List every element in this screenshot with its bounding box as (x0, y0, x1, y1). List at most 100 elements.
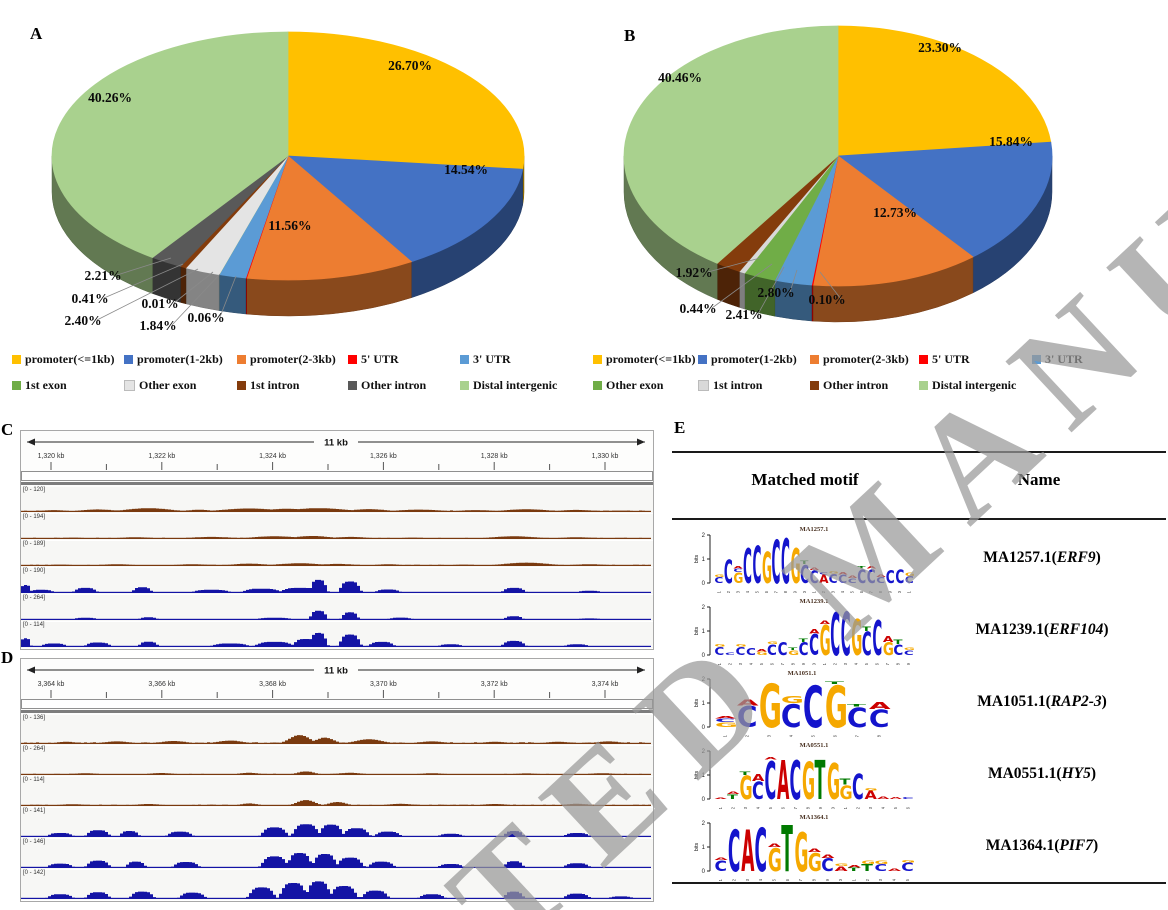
logo-letter: G (788, 650, 799, 657)
label-leader-line (171, 273, 221, 326)
motif-name: MA1051.1(RAP2-3) (977, 693, 1107, 710)
label-leader-line (103, 263, 184, 299)
logo-letter: G (827, 753, 840, 809)
logo-letter: C (800, 560, 809, 589)
position-tick-label: 14 (854, 663, 859, 665)
legend-item: 3' UTR (460, 352, 590, 367)
coverage-histogram (21, 508, 651, 512)
logo-letter: A (733, 566, 743, 570)
logo-letter: C (838, 573, 847, 586)
position-tick-label: 9 (801, 663, 806, 665)
logo-letter: T (857, 566, 865, 570)
position-tick-label: 9 (792, 591, 797, 593)
motif-row: MA0551.1210bitsA1TA2GT3CA4CA5A6C7G8T9G10… (672, 738, 1168, 810)
legend-label: promoter(2-3kb) (823, 351, 909, 366)
legend-label: promoter(<=1kb) (25, 351, 115, 366)
tick-label: 1,320 kb (38, 453, 65, 460)
position-tick-label: 14 (880, 807, 885, 809)
coverage-track: [0 - 142] (21, 870, 653, 901)
legend-row: promoter(<=1kb) promoter(1-2kb) promoter(2… (593, 346, 1168, 372)
pie-percentage-label: 0.01% (141, 296, 178, 311)
legend-label: promoter(2-3kb) (250, 351, 336, 366)
logo-letter: G (904, 648, 915, 652)
sequence-logo: MA1364.1210bitsCA1C2A3C4GA5T6G7GA8CA9AG1… (694, 812, 915, 881)
logo-letter: A (821, 853, 835, 859)
table-rule-top (672, 451, 1166, 453)
track-range-label: [0 - 264] (23, 746, 46, 752)
motif-row: MA1239.1 2 1 0 bits C G 1 C 2 C G 3 C 4 G A 5 C G 6 C 7 G T 8 C T 9 C… (672, 594, 1168, 666)
motif-row: MA1051.1 2 1 0 bits G C A 1 C A 2 G 3 C G 4 C 5 G T 6 C T 7 C A 8 MA… (672, 666, 1168, 738)
legend-swatch (237, 380, 246, 390)
logo-letter: C (810, 567, 819, 588)
pie-percentage-label: 15.84% (989, 134, 1033, 149)
tick-label: 3,374 kb (592, 681, 619, 688)
logo-letter: A (869, 700, 892, 711)
legend-label: promoter(1-2kb) (711, 351, 797, 366)
column-header-name: Name (1017, 470, 1061, 489)
pie-chart-panel-b: 23.30% 15.84% 12.73% 40.46% 1.92% 0.44% 2.41% 2… (592, 6, 1168, 406)
logo-letter: G (733, 571, 743, 587)
position-tick-label: 3 (745, 879, 750, 881)
gene-name: ERF104 (1049, 621, 1104, 638)
position-tick-label: 7 (780, 663, 785, 665)
logo-letter: C (765, 752, 777, 809)
logo-letter: G (825, 674, 848, 737)
position-tick-label: 11 (852, 879, 857, 881)
legend-label: 5' UTR (932, 351, 970, 366)
label-leader-line (789, 269, 798, 293)
logo-letter: A (838, 572, 848, 576)
motif-name: MA0551.1(HY5) (987, 765, 1097, 782)
coverage-histogram (21, 853, 651, 868)
position-tick-label: 12 (855, 807, 860, 809)
bits-tick-label: 2 (702, 533, 706, 539)
track-range-label: [0 - 114] (23, 777, 45, 783)
logo-letter: C (821, 856, 834, 876)
position-tick-label: 4 (789, 735, 794, 737)
position-tick-label: 18 (896, 663, 901, 665)
legend-swatch (124, 379, 135, 391)
gene-name: PIF7 (1059, 837, 1094, 854)
motif-row: MA1257.1210bitsCG1C2GCA3C4C5G6C7C8G9CT10… (672, 522, 1168, 594)
pie-percentage-label: 1.84% (139, 318, 176, 333)
position-tick-label: 5 (768, 807, 773, 809)
gene-name: ERF9 (1056, 549, 1096, 566)
position-tick-label: 20 (897, 591, 902, 593)
legend-item: Other exon (124, 378, 237, 393)
position-tick-label: 8 (790, 663, 795, 665)
legend-swatch (124, 354, 133, 364)
coverage-histogram (21, 610, 651, 620)
logo-letter: C (902, 797, 914, 800)
logo-letter: G (901, 860, 915, 864)
position-tick-label: 15 (850, 591, 855, 593)
logo-letter: A (777, 750, 790, 809)
logo-letter: G (757, 651, 768, 656)
logo-letter: C (809, 629, 819, 662)
position-tick-label: 14 (840, 591, 845, 593)
pie-slice (623, 25, 839, 264)
track-range-label: [0 - 142] (23, 870, 46, 876)
label-leader-line (757, 266, 785, 315)
position-tick-label: 15 (893, 807, 898, 809)
position-tick-label: 4 (745, 591, 750, 593)
tick-label: 1,330 kb (592, 453, 619, 460)
logo-letter: C (841, 601, 851, 665)
pie-slice (837, 25, 1052, 157)
motif-id-label: MA0551.1 (800, 742, 829, 749)
tick-label: 3,370 kb (370, 681, 397, 688)
legend-item: promoter(<=1kb) (593, 352, 698, 367)
position-tick-label: 1 (718, 879, 723, 881)
legend-row: 1st exon Other exon 1st intron Other intron… (12, 372, 590, 398)
panel-label-e: E (674, 418, 686, 437)
logo-letter: G (735, 644, 746, 648)
tick-label: 3,372 kb (481, 681, 508, 688)
pie-percentage-label: 11.56% (268, 218, 311, 233)
position-tick-label: 5 (754, 591, 759, 593)
motif-name: MA1364.1(PIF7) (985, 837, 1099, 854)
logo-letter: C (767, 643, 777, 659)
position-tick-label: 11 (812, 591, 817, 593)
tick-label: 3,364 kb (38, 681, 65, 688)
logo-letter: C (852, 768, 864, 808)
coverage-track: [0 - 190] (21, 568, 653, 595)
motif-name: MA1239.1(ERF104) (975, 621, 1109, 638)
